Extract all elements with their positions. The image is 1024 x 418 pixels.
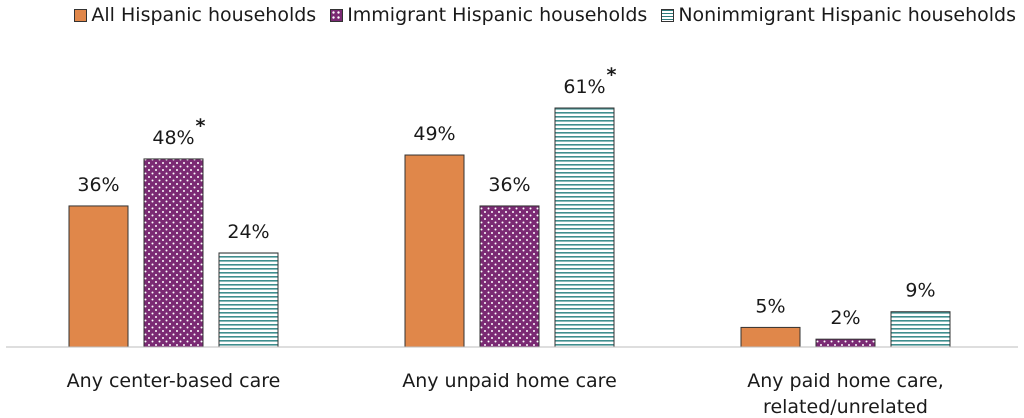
data-label-immigrant-2: 36% <box>488 174 530 196</box>
significance-marker-immigrant-1: * <box>196 115 206 137</box>
bars-group <box>68 107 951 348</box>
legend-label-nonimmigrant: Nonimmigrant Hispanic households <box>678 4 1016 26</box>
bar-all-1 <box>68 205 129 348</box>
bar-immigrant-2 <box>479 205 540 348</box>
legend-swatch-immigrant <box>330 8 344 22</box>
bar-all-3 <box>740 326 801 348</box>
bar-all-2 <box>404 154 465 348</box>
data-label-immigrant-1: 48% <box>152 127 194 149</box>
bar-immigrant-3 <box>815 338 876 348</box>
data-label-nonimmigrant-1: 24% <box>227 221 269 243</box>
legend-item-nonimmigrant: Nonimmigrant Hispanic households <box>661 4 1016 26</box>
legend-label-immigrant: Immigrant Hispanic households <box>347 4 648 26</box>
category-labels-group: Any center-based care Any unpaid home car… <box>67 370 944 418</box>
legend-swatch-all <box>74 8 88 22</box>
legend: All Hispanic households Immigrant Hispan… <box>0 4 1024 26</box>
data-label-nonimmigrant-2: 61% <box>563 76 605 98</box>
category-label-1: Any center-based care <box>67 370 281 392</box>
legend-label-all: All Hispanic households <box>91 4 317 26</box>
data-label-all-2: 49% <box>413 123 455 145</box>
bar-nonimmigrant-3 <box>890 311 951 348</box>
data-label-all-1: 36% <box>77 174 119 196</box>
category-label-2: Any unpaid home care <box>402 370 617 392</box>
bar-immigrant-1 <box>143 158 204 348</box>
data-label-immigrant-3: 2% <box>830 307 860 329</box>
category-label-3-line-2: related/unrelated <box>763 396 928 418</box>
significance-marker-nonimmigrant-2: * <box>607 64 617 86</box>
data-label-nonimmigrant-3: 9% <box>905 280 935 302</box>
legend-item-immigrant: Immigrant Hispanic households <box>330 4 647 26</box>
data-labels-group: 36%49%5%48%*36%2%24%61%*9% <box>77 64 935 329</box>
bar-nonimmigrant-1 <box>218 252 279 348</box>
bar-nonimmigrant-2 <box>554 107 615 348</box>
legend-item-all: All Hispanic households <box>74 4 316 26</box>
category-label-3-line-1: Any paid home care, <box>747 370 944 392</box>
data-label-all-3: 5% <box>755 295 785 317</box>
legend-swatch-nonimmigrant <box>661 8 675 22</box>
